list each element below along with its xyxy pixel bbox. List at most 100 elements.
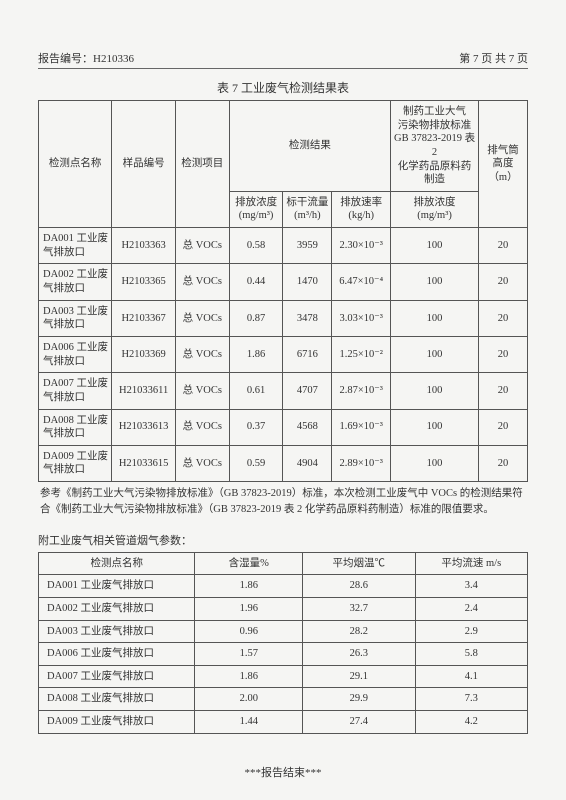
cell-height: 20 bbox=[479, 373, 528, 409]
cell-item: 总 VOCs bbox=[175, 445, 229, 481]
cell-temp: 29.9 bbox=[303, 688, 415, 711]
cell-temp: 32.7 bbox=[303, 597, 415, 620]
cell-height: 20 bbox=[479, 336, 528, 372]
cell-point: DA008 工业废气排放口 bbox=[39, 688, 195, 711]
cell-item: 总 VOCs bbox=[175, 264, 229, 300]
flow-l: 标干流量 bbox=[286, 197, 328, 208]
cell-std: 100 bbox=[391, 409, 479, 445]
report-label: 报告编号： bbox=[38, 53, 93, 65]
cell-rate: 1.25×10⁻² bbox=[332, 336, 391, 372]
cell-height: 20 bbox=[479, 300, 528, 336]
params-table: 检测点名称 含湿量% 平均烟温℃ 平均流速 m/s DA001 工业废气排放口 1… bbox=[38, 552, 528, 734]
cell-hum: 1.44 bbox=[195, 711, 303, 734]
h-l1: 排气筒 bbox=[487, 145, 519, 156]
cell-hum: 2.00 bbox=[195, 688, 303, 711]
cell-conc: 0.44 bbox=[229, 264, 283, 300]
th2-vel: 平均流速 m/s bbox=[415, 552, 527, 575]
table-row: DA009 工业废气排放口1.4427.44.2 bbox=[39, 711, 528, 734]
th-stdconc: 排放浓度 (mg/m³) bbox=[391, 191, 479, 227]
cell-rate: 3.03×10⁻³ bbox=[332, 300, 391, 336]
cell-flow: 6716 bbox=[283, 336, 332, 372]
cell-point: DA009 工业废气排放口 bbox=[39, 445, 112, 481]
cell-point: DA006 工业废气排放口 bbox=[39, 643, 195, 666]
table1-title: 表 7 工业废气检测结果表 bbox=[38, 79, 528, 96]
cell-conc: 1.86 bbox=[229, 336, 283, 372]
th2-point: 检测点名称 bbox=[39, 552, 195, 575]
cell-point: DA001 工业废气排放口 bbox=[39, 228, 112, 264]
cell-point: DA003 工业废气排放口 bbox=[39, 300, 112, 336]
table-row: DA003 工业废气排放口0.9628.22.9 bbox=[39, 620, 528, 643]
table-row: DA009 工业废气排放口H21033615总 VOCs0.5949042.89… bbox=[39, 445, 528, 481]
stdc-u: (mg/m³) bbox=[417, 210, 452, 221]
table-row: DA008 工业废气排放口H21033613总 VOCs0.3745681.69… bbox=[39, 409, 528, 445]
cell-flow: 3959 bbox=[283, 228, 332, 264]
conc-u: (mg/m³) bbox=[239, 210, 274, 221]
cell-height: 20 bbox=[479, 409, 528, 445]
th-item: 检测项目 bbox=[175, 101, 229, 228]
cell-std: 100 bbox=[391, 264, 479, 300]
cell-vel: 4.2 bbox=[415, 711, 527, 734]
cell-vel: 5.8 bbox=[415, 643, 527, 666]
cell-vel: 2.4 bbox=[415, 597, 527, 620]
cell-conc: 0.87 bbox=[229, 300, 283, 336]
cell-hum: 1.57 bbox=[195, 643, 303, 666]
cell-sample: H21033611 bbox=[112, 373, 176, 409]
cell-item: 总 VOCs bbox=[175, 409, 229, 445]
cell-sample: H21033613 bbox=[112, 409, 176, 445]
cell-std: 100 bbox=[391, 373, 479, 409]
cell-item: 总 VOCs bbox=[175, 373, 229, 409]
cell-rate: 2.87×10⁻³ bbox=[332, 373, 391, 409]
cell-sample: H2103369 bbox=[112, 336, 176, 372]
cell-flow: 4904 bbox=[283, 445, 332, 481]
th2-hum: 含湿量% bbox=[195, 552, 303, 575]
cell-item: 总 VOCs bbox=[175, 300, 229, 336]
cell-point: DA007 工业废气排放口 bbox=[39, 665, 195, 688]
cell-std: 100 bbox=[391, 228, 479, 264]
cell-flow: 1470 bbox=[283, 264, 332, 300]
cell-hum: 0.96 bbox=[195, 620, 303, 643]
cell-point: DA001 工业废气排放口 bbox=[39, 575, 195, 598]
th-conc: 排放浓度 (mg/m³) bbox=[229, 191, 283, 227]
th-height: 排气筒 高度 （m） bbox=[479, 101, 528, 228]
results-table: 检测点名称 样品编号 检测项目 检测结果 制药工业大气 污染物排放标准 GB 3… bbox=[38, 100, 528, 482]
report-number: 报告编号：H210336 bbox=[38, 50, 134, 66]
rate-u: (kg/h) bbox=[348, 210, 374, 221]
note-text: 参考《制药工业大气污染物排放标准》（GB 37823-2019）标准，本次检测工… bbox=[40, 486, 526, 518]
std-l2: 污染物排放标准 bbox=[398, 120, 472, 131]
cell-std: 100 bbox=[391, 300, 479, 336]
cell-hum: 1.86 bbox=[195, 665, 303, 688]
th2-temp: 平均烟温℃ bbox=[303, 552, 415, 575]
cell-flow: 3478 bbox=[283, 300, 332, 336]
table-row: DA001 工业废气排放口H2103363总 VOCs0.5839592.30×… bbox=[39, 228, 528, 264]
cell-sample: H2103365 bbox=[112, 264, 176, 300]
report-end: ***报告结束*** bbox=[38, 764, 528, 780]
conc-l: 排放浓度 bbox=[235, 197, 277, 208]
h-l3: （m） bbox=[488, 172, 517, 183]
rate-l: 排放速率 bbox=[340, 197, 382, 208]
cell-flow: 4568 bbox=[283, 409, 332, 445]
cell-vel: 2.9 bbox=[415, 620, 527, 643]
table-row: DA007 工业废气排放口H21033611总 VOCs0.6147072.87… bbox=[39, 373, 528, 409]
table-row: DA006 工业废气排放口1.5726.35.8 bbox=[39, 643, 528, 666]
table-row: DA002 工业废气排放口H2103365总 VOCs0.4414706.47×… bbox=[39, 264, 528, 300]
cell-temp: 29.1 bbox=[303, 665, 415, 688]
std-l3: GB 37823-2019 表 2 bbox=[394, 133, 475, 158]
cell-temp: 28.6 bbox=[303, 575, 415, 598]
table-row: DA007 工业废气排放口1.8629.14.1 bbox=[39, 665, 528, 688]
stdc-l: 排放浓度 bbox=[414, 197, 456, 208]
cell-point: DA002 工业废气排放口 bbox=[39, 264, 112, 300]
cell-point: DA007 工业废气排放口 bbox=[39, 373, 112, 409]
table2-section-title: 附工业废气相关管道烟气参数： bbox=[38, 532, 528, 548]
th-sample: 样品编号 bbox=[112, 101, 176, 228]
cell-temp: 26.3 bbox=[303, 643, 415, 666]
cell-item: 总 VOCs bbox=[175, 228, 229, 264]
th-rate: 排放速率 (kg/h) bbox=[332, 191, 391, 227]
cell-point: DA008 工业废气排放口 bbox=[39, 409, 112, 445]
cell-item: 总 VOCs bbox=[175, 336, 229, 372]
cell-conc: 0.59 bbox=[229, 445, 283, 481]
th-point: 检测点名称 bbox=[39, 101, 112, 228]
cell-vel: 4.1 bbox=[415, 665, 527, 688]
cell-point: DA002 工业废气排放口 bbox=[39, 597, 195, 620]
cell-rate: 6.47×10⁻⁴ bbox=[332, 264, 391, 300]
cell-sample: H21033615 bbox=[112, 445, 176, 481]
